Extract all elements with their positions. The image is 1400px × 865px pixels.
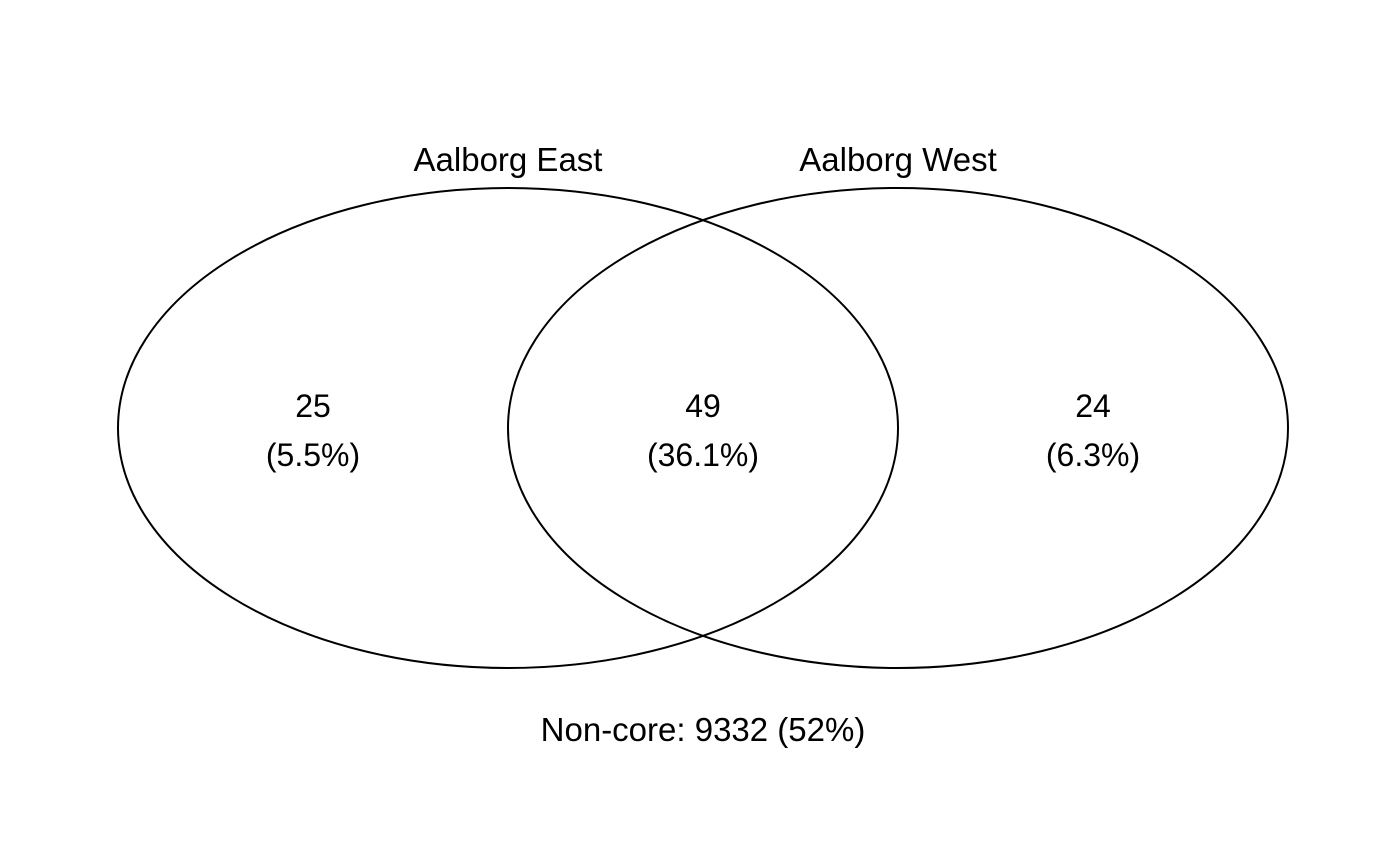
region-east-only-count: 25	[295, 388, 331, 424]
set-label-aalborg-west: Aalborg West	[799, 141, 996, 178]
set-ellipse-aalborg-east	[117, 187, 899, 669]
non-core-summary: Non-core: 9332 (52%)	[541, 711, 866, 748]
region-intersection-percent: (36.1%)	[647, 437, 759, 473]
region-west-only-count: 24	[1075, 388, 1111, 424]
set-label-aalborg-east: Aalborg East	[414, 141, 603, 178]
region-intersection-count: 49	[685, 388, 721, 424]
region-east-only-percent: (5.5%)	[266, 437, 360, 473]
region-west-only-percent: (6.3%)	[1046, 437, 1140, 473]
set-ellipse-aalborg-west	[507, 187, 1289, 669]
